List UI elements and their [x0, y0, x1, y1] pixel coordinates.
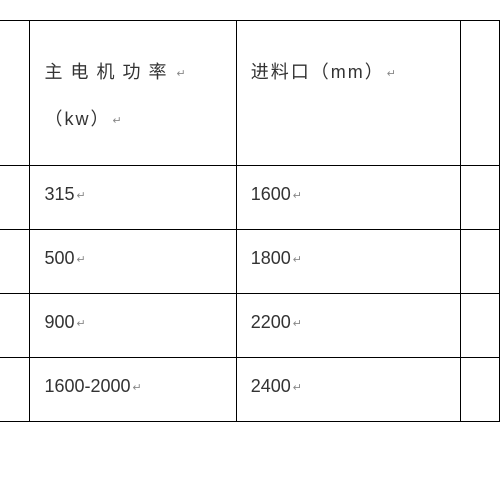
cell-right-crop — [460, 230, 499, 294]
header-cell-left-crop — [0, 21, 30, 166]
return-mark-icon: ↵ — [77, 254, 86, 266]
cell-inlet: 1600↵ — [236, 166, 460, 230]
cell-inlet: 1800↵ — [236, 230, 460, 294]
table-row: 900↵ 2200↵ — [0, 294, 500, 358]
cell-right-crop — [460, 294, 499, 358]
cell-power: 315↵ — [30, 166, 236, 230]
return-mark-icon: ↵ — [387, 68, 396, 80]
cell-power: 900↵ — [30, 294, 236, 358]
header-cell-right-crop — [460, 21, 499, 166]
return-mark-icon: ↵ — [293, 190, 302, 202]
return-mark-icon: ↵ — [77, 190, 86, 202]
cell-value: 500 — [44, 248, 74, 268]
table-header-row: 主电机功率↵ （kw）↵ 进料口（mm）↵ — [0, 21, 500, 166]
cell-left-crop — [0, 230, 30, 294]
cell-right-crop — [460, 166, 499, 230]
header-power-line1: 主电机功率 — [44, 62, 174, 82]
cell-value: 900 — [44, 312, 74, 332]
return-mark-icon: ↵ — [112, 115, 121, 127]
header-cell-power: 主电机功率↵ （kw）↵ — [30, 21, 236, 166]
cell-value: 2400 — [251, 376, 291, 396]
return-mark-icon: ↵ — [293, 254, 302, 266]
cell-left-crop — [0, 294, 30, 358]
cell-value: 1800 — [251, 248, 291, 268]
header-cell-inlet: 进料口（mm）↵ — [236, 21, 460, 166]
return-mark-icon: ↵ — [293, 382, 302, 394]
return-mark-icon: ↵ — [77, 318, 86, 330]
table-row: 1600-2000↵ 2400↵ — [0, 358, 500, 422]
cell-inlet: 2200↵ — [236, 294, 460, 358]
cell-value: 2200 — [251, 312, 291, 332]
cell-inlet: 2400↵ — [236, 358, 460, 422]
return-mark-icon: ↵ — [293, 318, 302, 330]
cell-left-crop — [0, 166, 30, 230]
cell-value: 1600 — [251, 184, 291, 204]
cell-left-crop — [0, 358, 30, 422]
cell-power: 1600-2000↵ — [30, 358, 236, 422]
header-inlet-line1: 进料口（mm） — [251, 62, 385, 82]
cell-value: 1600-2000 — [44, 376, 130, 396]
spec-table-container: 主电机功率↵ （kw）↵ 进料口（mm）↵ 315↵ 1600↵ 500↵ 18… — [0, 20, 500, 422]
return-mark-icon: ↵ — [133, 382, 142, 394]
table-row: 315↵ 1600↵ — [0, 166, 500, 230]
cell-value: 315 — [44, 184, 74, 204]
return-mark-icon: ↵ — [176, 68, 185, 80]
header-power-line2: （kw） — [44, 109, 110, 129]
cell-power: 500↵ — [30, 230, 236, 294]
spec-table: 主电机功率↵ （kw）↵ 进料口（mm）↵ 315↵ 1600↵ 500↵ 18… — [0, 20, 500, 422]
cell-right-crop — [460, 358, 499, 422]
table-row: 500↵ 1800↵ — [0, 230, 500, 294]
